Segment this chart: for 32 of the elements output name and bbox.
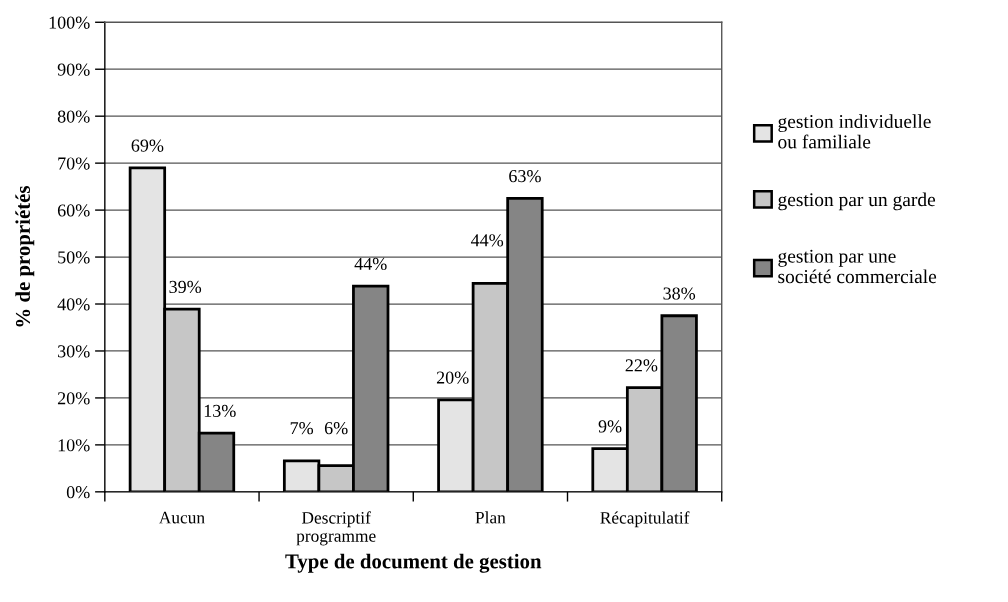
y-tick-label: 10% [58,439,90,452]
y-tick-label: 60% [57,204,90,217]
data-label: 7% [290,422,314,435]
data-label: 39% [169,280,202,294]
y-tick-label: 40% [57,298,90,311]
data-label: 44% [470,234,504,247]
y-tick-label: 80% [57,110,90,123]
data-label: 38% [663,287,696,300]
y-tick-label: 30% [58,345,90,358]
y-tick-label: 100% [49,16,90,29]
y-tick-label: 70% [58,157,90,170]
data-label: 44% [354,257,387,271]
y-axis-title: % de propriétés [15,186,35,327]
data-label: 63% [509,170,541,183]
data-label: 22% [625,359,658,372]
y-tick-label: 90% [57,63,90,76]
legend-label: gestion par un garde [778,192,936,211]
data-label: 6% [324,422,348,435]
x-tick-label: Récapitulatif [600,511,690,528]
y-tick-label: 20% [57,392,90,405]
x-tick-label: Descriptif programme [296,511,376,546]
data-label: 9% [598,420,622,433]
x-tick-label: Plan [475,511,506,524]
data-label: 13% [204,404,236,418]
x-tick-label: Aucun [158,511,205,524]
legend-label: gestion par une société commerciale [778,249,937,284]
y-tick-label: 50% [58,251,90,264]
data-label: 20% [436,371,469,384]
x-axis-title: Type de document de gestion [285,553,542,573]
y-tick-label: 0% [66,486,90,499]
data-label: 69% [131,139,164,152]
legend-label: gestion individuelle ou familiale [778,114,931,149]
